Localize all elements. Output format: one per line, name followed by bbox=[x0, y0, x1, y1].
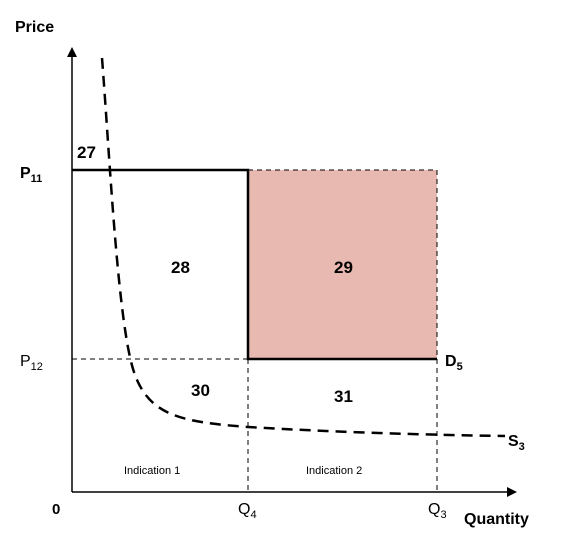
d5-label: D5 bbox=[445, 353, 463, 373]
indication-1-label: Indication 1 bbox=[124, 465, 180, 477]
area-28-label: 28 bbox=[171, 258, 190, 277]
area-29-label: 29 bbox=[334, 258, 353, 277]
area-27-label: 27 bbox=[77, 143, 96, 162]
p11-label: P11 bbox=[20, 165, 42, 185]
origin-label: 0 bbox=[52, 501, 60, 518]
area-31-label: 31 bbox=[334, 387, 353, 406]
q3-label: Q3 bbox=[428, 501, 447, 521]
shaded-area-29 bbox=[248, 170, 437, 359]
area-30-label: 30 bbox=[191, 381, 210, 400]
y-axis-label: Price bbox=[15, 19, 54, 36]
q4-label: Q4 bbox=[238, 501, 257, 521]
p12-label: P12 bbox=[20, 353, 43, 373]
indication-2-label: Indication 2 bbox=[306, 465, 362, 477]
x-axis-label: Quantity bbox=[464, 511, 529, 528]
s3-label: S3 bbox=[508, 433, 525, 453]
demand-curve-d5 bbox=[72, 168, 437, 361]
supply-curve-s3 bbox=[100, 57, 506, 438]
